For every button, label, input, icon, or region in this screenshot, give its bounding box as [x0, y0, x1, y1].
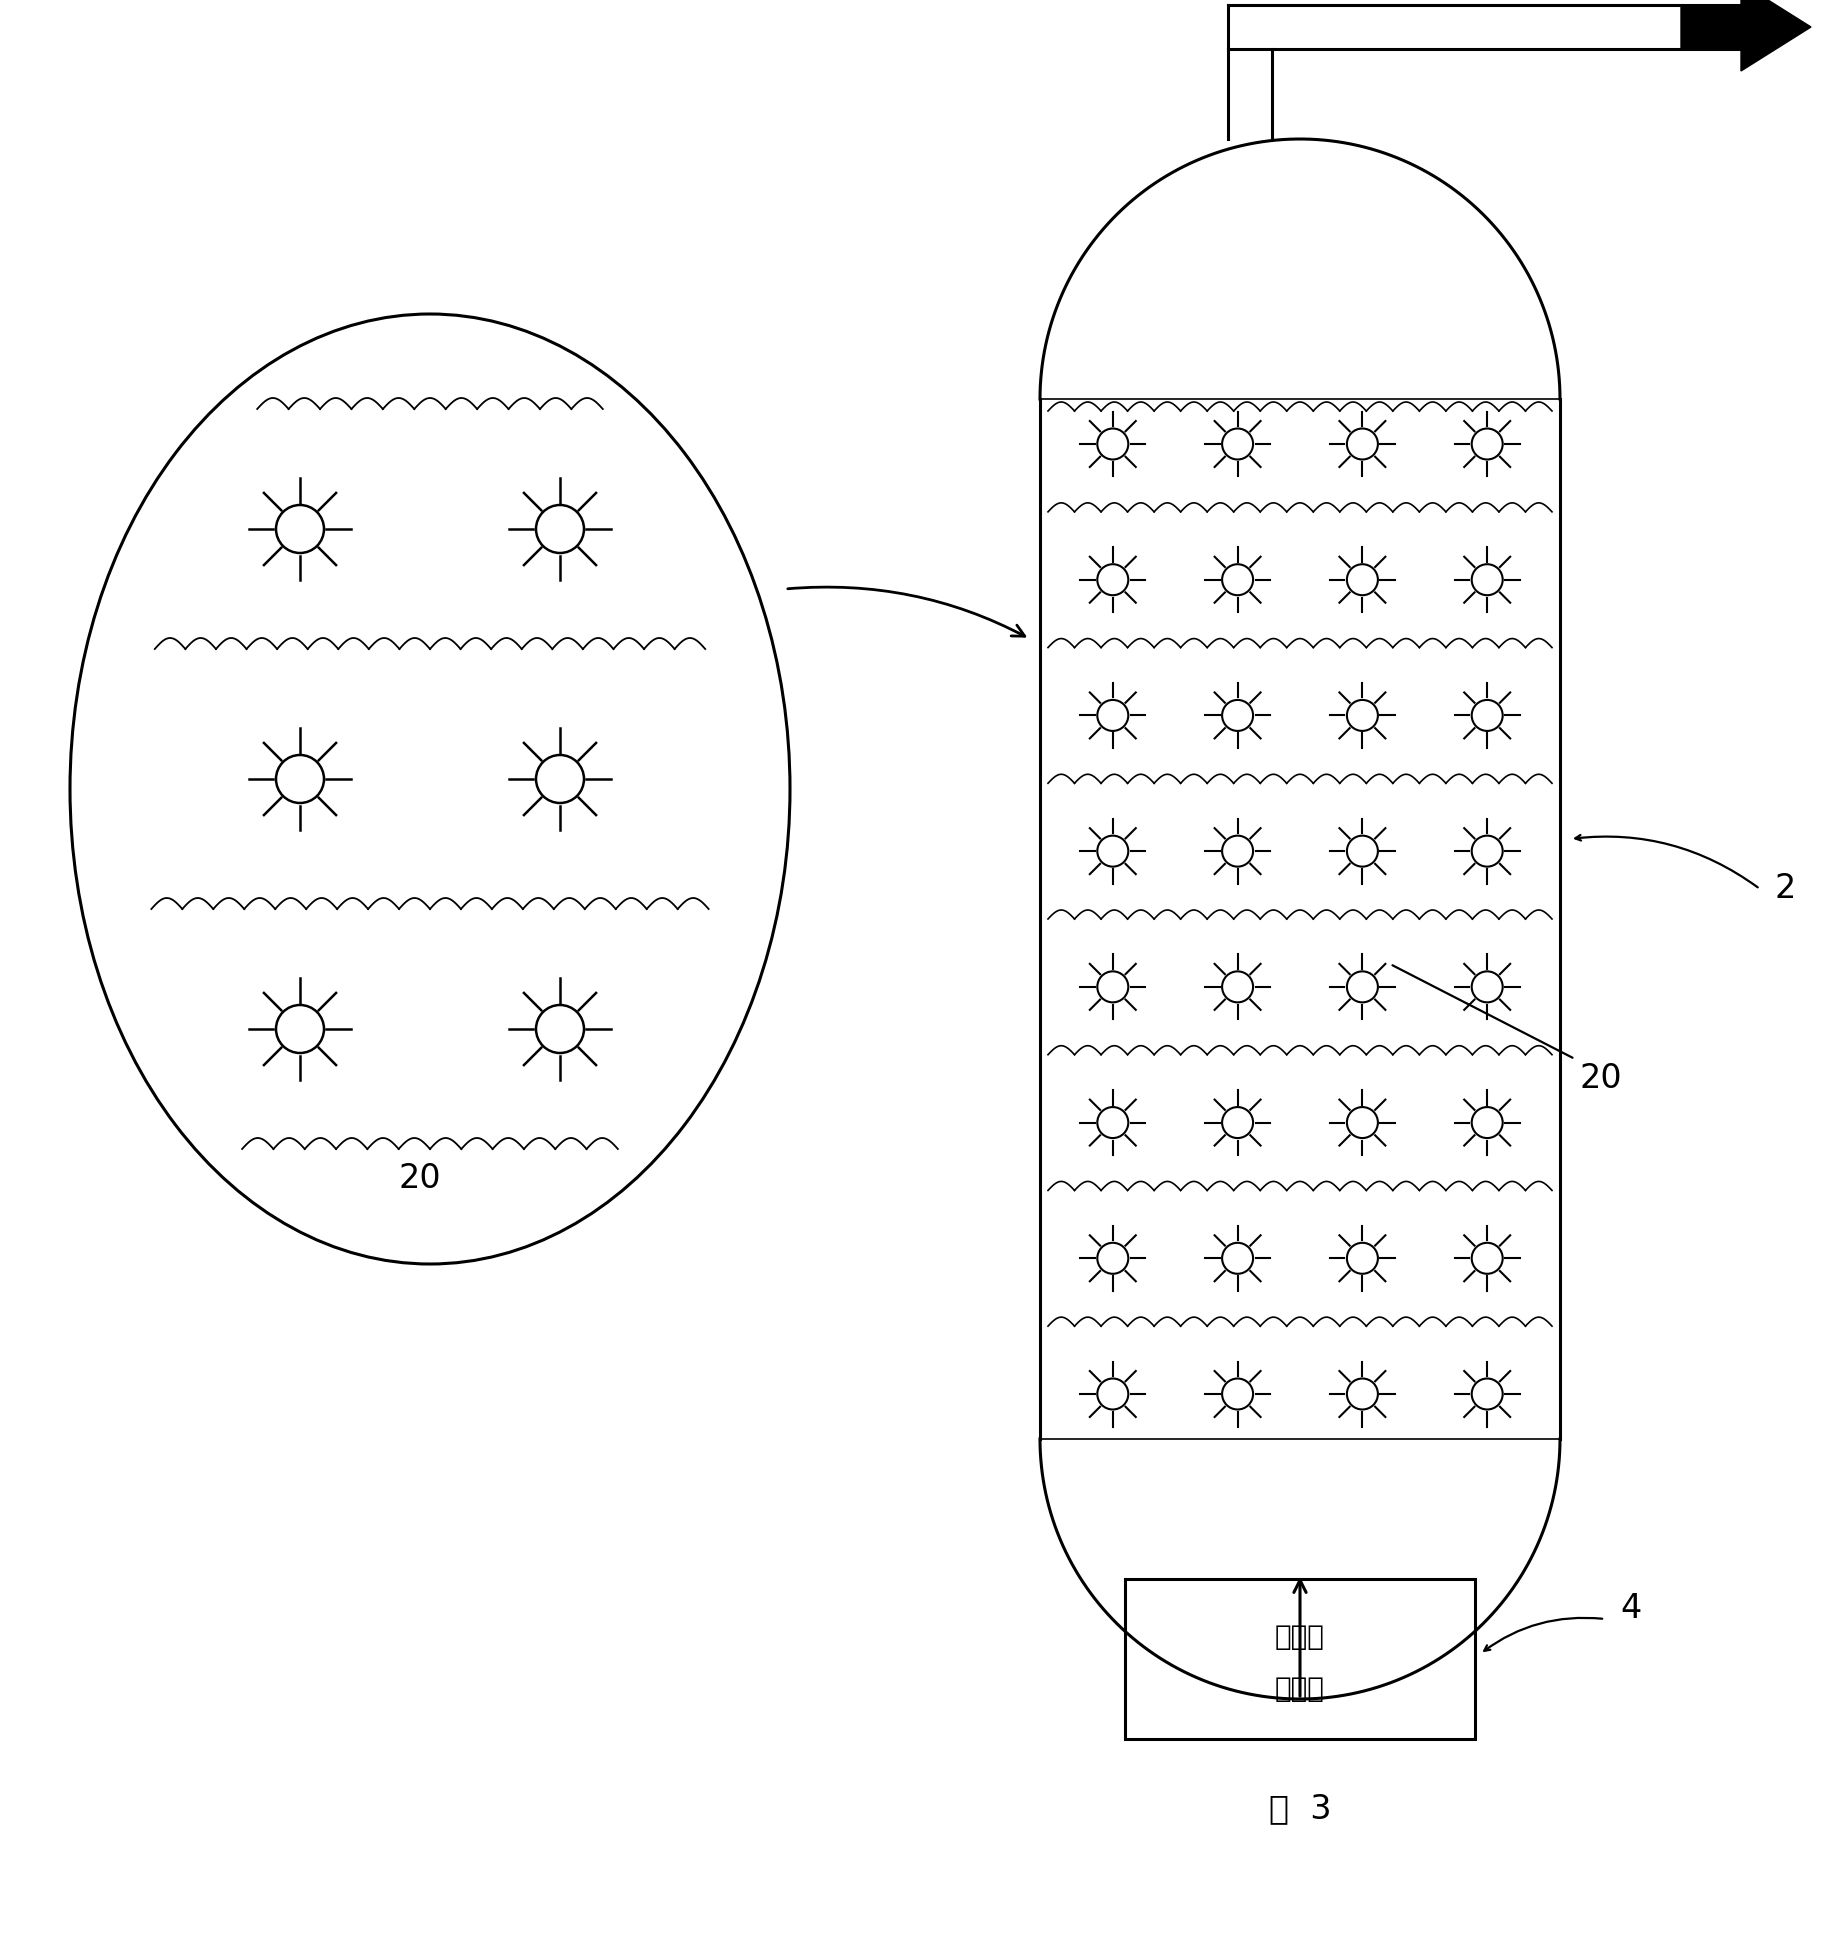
- FancyArrow shape: [1681, 0, 1812, 72]
- Text: 贮存槽: 贮存槽: [1275, 1675, 1326, 1702]
- Text: 2: 2: [1775, 873, 1796, 906]
- Text: 4: 4: [1621, 1592, 1641, 1625]
- Text: 光触媒: 光触媒: [1275, 1623, 1326, 1650]
- Text: 图  3: 图 3: [1269, 1792, 1331, 1825]
- Text: 20: 20: [399, 1163, 441, 1196]
- Text: 20: 20: [1581, 1063, 1623, 1096]
